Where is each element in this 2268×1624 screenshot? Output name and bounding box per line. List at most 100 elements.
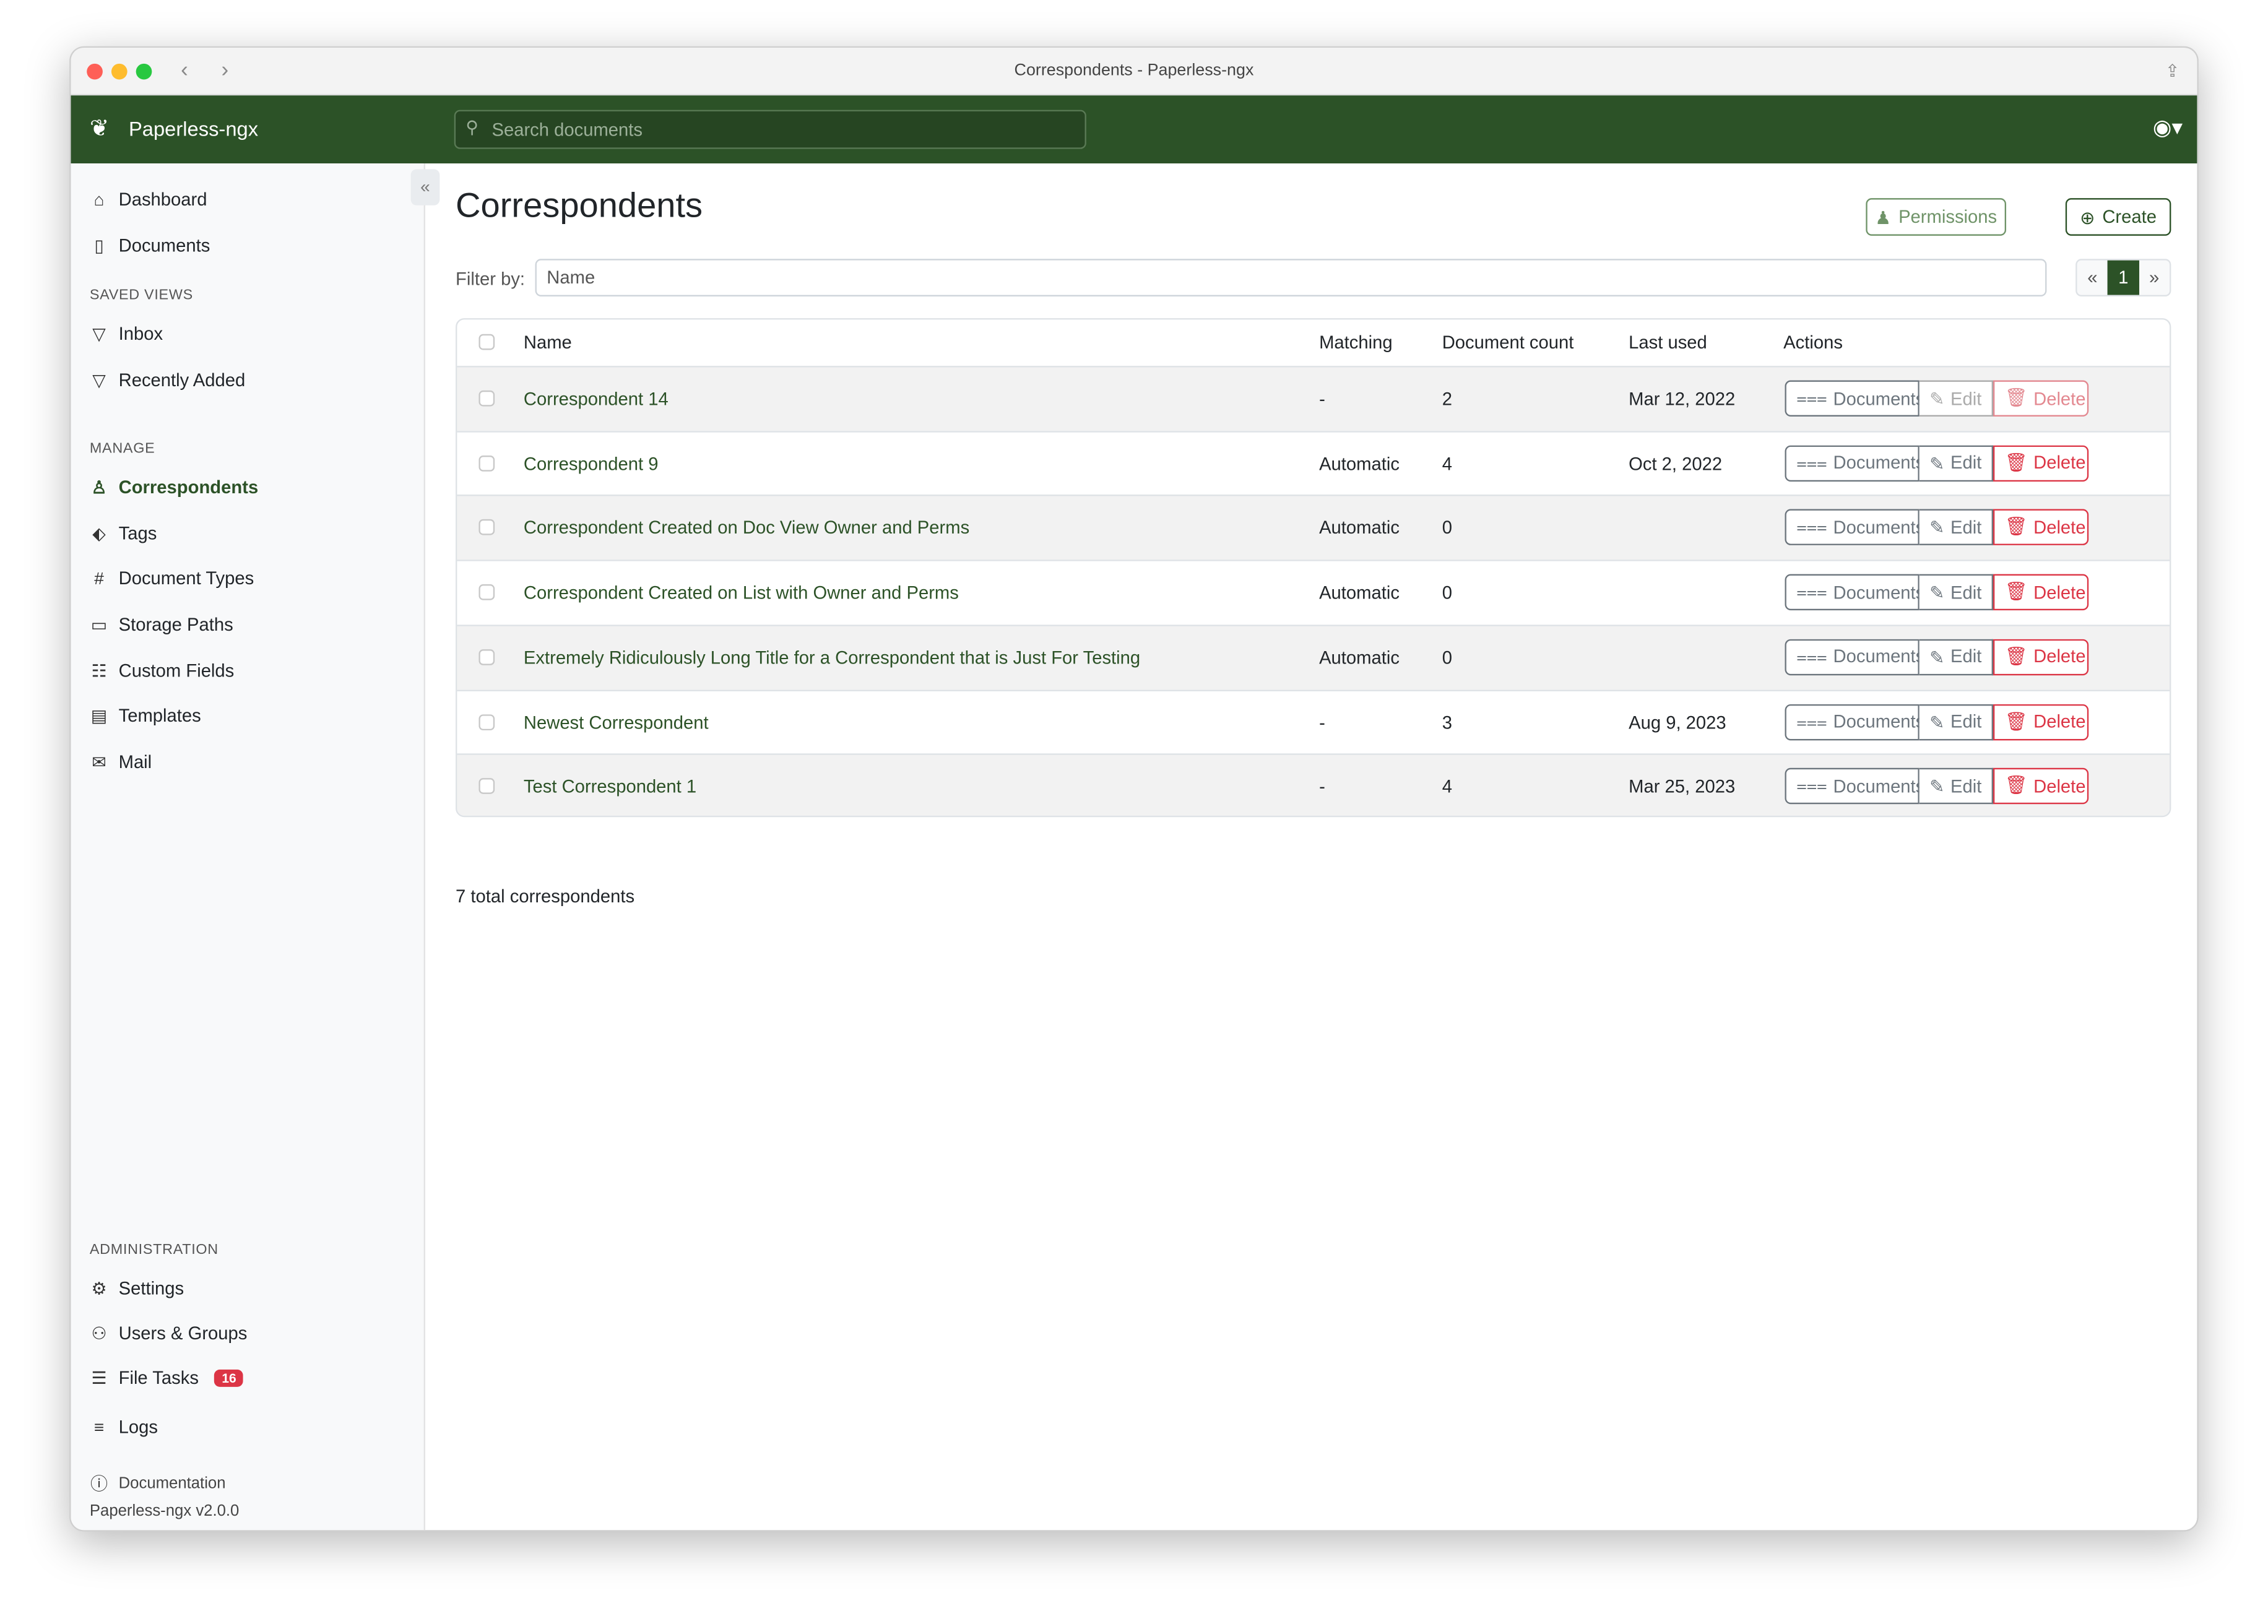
edit-button[interactable]: ✎ Edit bbox=[1919, 380, 1993, 417]
share-icon[interactable]: ⇪ bbox=[2165, 61, 2180, 81]
person-lock-icon: ♟ bbox=[1875, 207, 1892, 228]
documents-button[interactable]: ⩶ Documents bbox=[1785, 703, 1924, 740]
back-icon[interactable]: ‹ bbox=[181, 58, 188, 83]
close-window-button[interactable] bbox=[87, 63, 103, 80]
document-count: 2 bbox=[1442, 389, 1452, 410]
sidebar-item-dashboard[interactable]: ⌂ Dashboard bbox=[90, 189, 207, 210]
search-placeholder: Search documents bbox=[491, 119, 643, 140]
correspondent-name-link[interactable]: Correspondent Created on Doc View Owner … bbox=[523, 518, 970, 539]
documents-button[interactable]: ⩶ Documents bbox=[1785, 509, 1924, 546]
row-actions: ⩶ Documents ✎ Edit 🗑 Delete bbox=[1785, 574, 2089, 611]
edit-button[interactable]: ✎ Edit bbox=[1919, 574, 1993, 611]
user-menu-icon[interactable]: ◉▾ bbox=[2152, 115, 2183, 140]
administration-heading: ADMINISTRATION bbox=[89, 1242, 219, 1258]
edit-button[interactable]: ✎ Edit bbox=[1919, 444, 1993, 482]
delete-button[interactable]: 🗑 Delete bbox=[1993, 380, 2089, 417]
trash-icon: 🗑 bbox=[2004, 775, 2028, 796]
table-row: Test Correspondent 1 - 4 Mar 25, 2023 ⩶ D… bbox=[457, 753, 2170, 816]
column-matching[interactable]: Matching bbox=[1319, 332, 1393, 353]
page-1-button[interactable]: 1 bbox=[2108, 260, 2139, 295]
last-used: Mar 12, 2022 bbox=[1629, 389, 1736, 410]
sidebar-item-mail[interactable]: ✉ Mail bbox=[90, 752, 152, 772]
documents-button[interactable]: ⩶ Documents bbox=[1785, 768, 1924, 805]
sidebar-item-documents[interactable]: ▯ Documents bbox=[90, 236, 210, 256]
house-icon: ⌂ bbox=[93, 189, 105, 210]
next-page-button[interactable]: » bbox=[2149, 267, 2160, 288]
row-checkbox[interactable] bbox=[478, 455, 495, 472]
sidebar-item-settings[interactable]: ⚙ Settings bbox=[90, 1279, 184, 1299]
delete-button[interactable]: 🗑 Delete bbox=[1993, 639, 2089, 675]
sidebar-item-tags[interactable]: ⬖ Tags bbox=[90, 524, 157, 544]
row-actions: ⩶ Documents ✎ Edit 🗑 Delete bbox=[1785, 509, 2089, 546]
sidebar-item-recently-added[interactable]: ▽ Recently Added bbox=[90, 370, 245, 391]
correspondent-name-link[interactable]: Extremely Ridiculously Long Title for a … bbox=[523, 647, 1141, 668]
app-header: ❦ Paperless-ngx ⚲ Search documents ◉▾ bbox=[71, 95, 2197, 164]
correspondent-name-link[interactable]: Newest Correspondent bbox=[523, 712, 709, 733]
sidebar-item-users-groups[interactable]: ⚇ Users & Groups bbox=[90, 1323, 247, 1344]
label: Correspondents bbox=[118, 477, 259, 498]
table-row: Correspondent Created on List with Owner… bbox=[457, 559, 2170, 625]
edit-button[interactable]: ✎ Edit bbox=[1919, 639, 1993, 675]
edit-button[interactable]: ✎ Edit bbox=[1919, 509, 1993, 546]
sidebar-item-inbox[interactable]: ▽ Inbox bbox=[90, 324, 163, 344]
forward-icon[interactable]: › bbox=[221, 58, 229, 83]
delete-button[interactable]: 🗑 Delete bbox=[1993, 574, 2089, 611]
matching-value: Automatic bbox=[1319, 453, 1400, 474]
total-count: 7 total correspondents bbox=[456, 886, 635, 907]
filter-name-input[interactable]: Name bbox=[535, 259, 2047, 297]
matching-value: Automatic bbox=[1319, 647, 1400, 668]
row-checkbox[interactable] bbox=[478, 714, 495, 730]
column-last-used[interactable]: Last used bbox=[1629, 332, 1707, 353]
brand-name[interactable]: Paperless-ngx bbox=[128, 117, 259, 140]
filter-label: Filter by: bbox=[456, 269, 526, 290]
delete-button[interactable]: 🗑 Delete bbox=[1993, 444, 2089, 482]
correspondent-name-link[interactable]: Correspondent Created on List with Owner… bbox=[523, 582, 959, 603]
column-document-count[interactable]: Document count bbox=[1442, 332, 1574, 353]
sidebar-item-correspondents[interactable]: ♙ Correspondents bbox=[90, 477, 258, 498]
documents-button[interactable]: ⩶ Documents bbox=[1785, 639, 1924, 675]
table-row: Correspondent 9 Automatic 4 Oct 2, 2022 … bbox=[457, 430, 2170, 496]
delete-button[interactable]: 🗑 Delete bbox=[1993, 509, 2089, 546]
label: Documentation bbox=[118, 1474, 226, 1492]
correspondent-name-link[interactable]: Correspondent 14 bbox=[523, 389, 669, 410]
sidebar-item-custom-fields[interactable]: ☷ Custom Fields bbox=[90, 661, 234, 681]
sidebar-item-templates[interactable]: ▤ Templates bbox=[90, 706, 201, 726]
correspondent-name-link[interactable]: Correspondent 9 bbox=[523, 453, 659, 474]
label: Edit bbox=[1950, 647, 1982, 667]
sidebar-item-file-tasks[interactable]: ☰ File Tasks 16 bbox=[90, 1368, 244, 1388]
row-actions: ⩶ Documents ✎ Edit 🗑 Delete bbox=[1785, 380, 2089, 417]
documentation-link[interactable]: ⓘ Documentation bbox=[90, 1471, 226, 1495]
documents-button[interactable]: ⩶ Documents bbox=[1785, 574, 1924, 611]
prev-page-button[interactable]: « bbox=[2087, 267, 2098, 288]
row-checkbox[interactable] bbox=[478, 519, 495, 536]
correspondent-name-link[interactable]: Test Correspondent 1 bbox=[523, 777, 697, 797]
main-content: Correspondents ♟ Permissions ⊕ Create Filt… bbox=[456, 163, 2197, 1530]
document-count: 4 bbox=[1442, 453, 1452, 474]
documents-button[interactable]: ⩶ Documents bbox=[1785, 444, 1924, 482]
filter-icon: ⩶ bbox=[1796, 646, 1828, 667]
sidebar-item-logs[interactable]: ≡ Logs bbox=[90, 1417, 158, 1438]
envelope-icon: ✉ bbox=[92, 752, 106, 772]
search-input[interactable]: ⚲ Search documents bbox=[454, 110, 1086, 149]
documents-button[interactable]: ⩶ Documents bbox=[1785, 380, 1924, 417]
row-checkbox[interactable] bbox=[478, 649, 495, 665]
column-name[interactable]: Name bbox=[523, 332, 572, 353]
select-all-checkbox[interactable] bbox=[478, 334, 495, 350]
create-button[interactable]: ⊕ Create bbox=[2065, 198, 2171, 236]
row-checkbox[interactable] bbox=[478, 584, 495, 600]
delete-button[interactable]: 🗑 Delete bbox=[1993, 768, 2089, 805]
sidebar-item-storage-paths[interactable]: ▭ Storage Paths bbox=[90, 615, 233, 635]
delete-button[interactable]: 🗑 Delete bbox=[1993, 703, 2089, 740]
minimize-window-button[interactable] bbox=[111, 63, 128, 80]
permissions-button[interactable]: ♟ Permissions bbox=[1866, 198, 2007, 236]
collapse-sidebar-button[interactable]: « bbox=[410, 169, 440, 205]
row-checkbox[interactable] bbox=[478, 778, 495, 795]
edit-button[interactable]: ✎ Edit bbox=[1919, 768, 1993, 805]
zoom-window-button[interactable] bbox=[136, 63, 152, 80]
sidebar-item-document-types[interactable]: # Document Types bbox=[90, 568, 254, 589]
edit-button[interactable]: ✎ Edit bbox=[1919, 703, 1993, 740]
row-checkbox[interactable] bbox=[478, 390, 495, 407]
filter-icon: ⩶ bbox=[1796, 387, 1828, 408]
label: Recently Added bbox=[118, 370, 246, 391]
label: Delete bbox=[2033, 776, 2086, 797]
